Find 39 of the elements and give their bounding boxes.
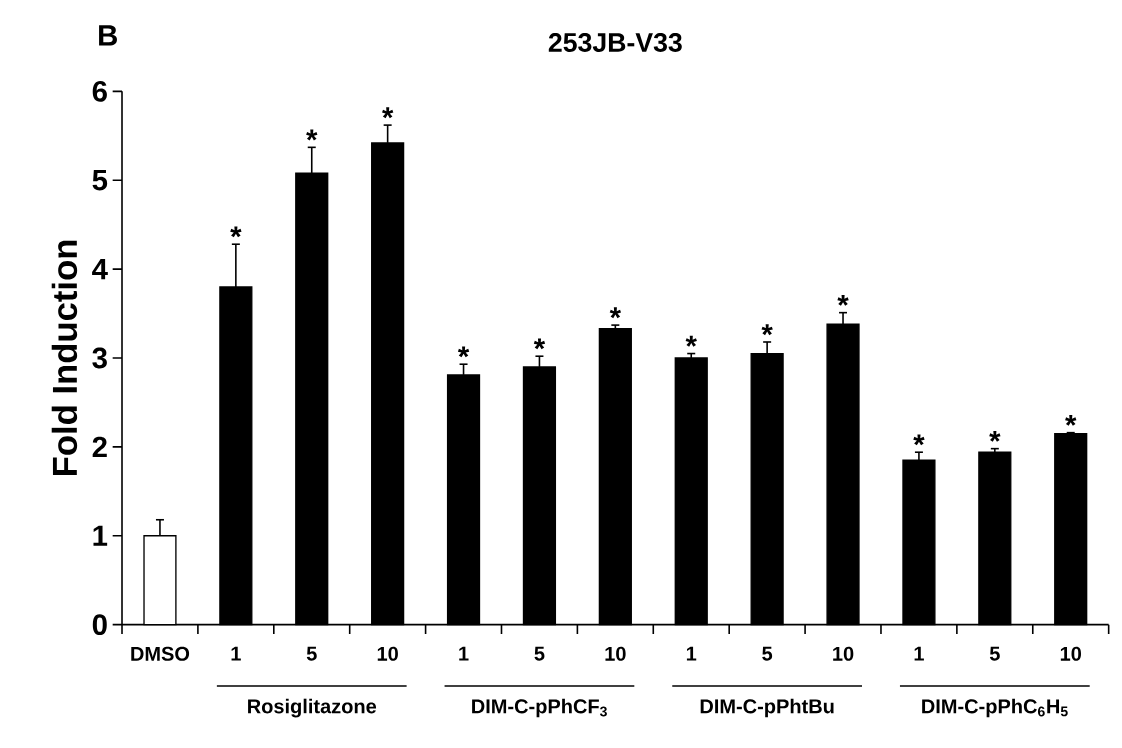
annotation: *: [685, 335, 697, 347]
annotation: *: [533, 338, 546, 350]
annotation: *: [306, 129, 318, 141]
annotation: *: [609, 307, 622, 319]
y-tick-label: 4: [92, 259, 108, 280]
x-tick-label: 5: [989, 646, 1000, 661]
y-axis-title: Fold Induction: [51, 240, 78, 476]
annotation: *: [913, 434, 925, 446]
y-tick-label: 0: [92, 614, 107, 636]
y-tick-label: 1: [93, 525, 108, 546]
x-tick-label: 5: [762, 646, 773, 661]
x-tick-label: 1: [231, 646, 241, 661]
x-tick-label: 10: [605, 646, 626, 661]
annotation: *: [989, 430, 1001, 442]
text: DIM-C-pPhtBu: [700, 698, 834, 718]
x-tick-label: 10: [377, 646, 398, 661]
x-tick-label: 1: [459, 646, 469, 661]
x-tick-label: 5: [306, 646, 317, 661]
x-tick-label: 10: [1060, 646, 1082, 661]
x-tick-label: 5: [534, 646, 545, 661]
annotation: *: [761, 324, 773, 336]
annotation: *: [382, 107, 394, 119]
x-tick-label: 10: [833, 646, 854, 661]
y-tick-label: 3: [92, 347, 107, 369]
y-tick-label: 5: [92, 169, 108, 191]
annotation: *: [457, 346, 470, 358]
y-tick-label: 6: [92, 80, 107, 102]
x-tick-label: 1: [914, 646, 924, 661]
text: B: [99, 25, 117, 46]
text: DIM-C-pPhCF$_{3}$: [472, 698, 607, 718]
text: Rosiglitazone: [248, 698, 377, 718]
text: DIM-C-pPhC$_{6}$H$_{5}$: [922, 698, 1068, 718]
annotation: *: [1065, 414, 1077, 426]
annotation: *: [230, 226, 242, 238]
chart-title: 253JB-V33: [548, 33, 682, 52]
y-tick-label: 2: [92, 436, 107, 458]
x-tick-label: 1: [686, 646, 697, 661]
annotation: *: [837, 294, 849, 306]
x-tick-label: DMSO: [131, 646, 190, 661]
